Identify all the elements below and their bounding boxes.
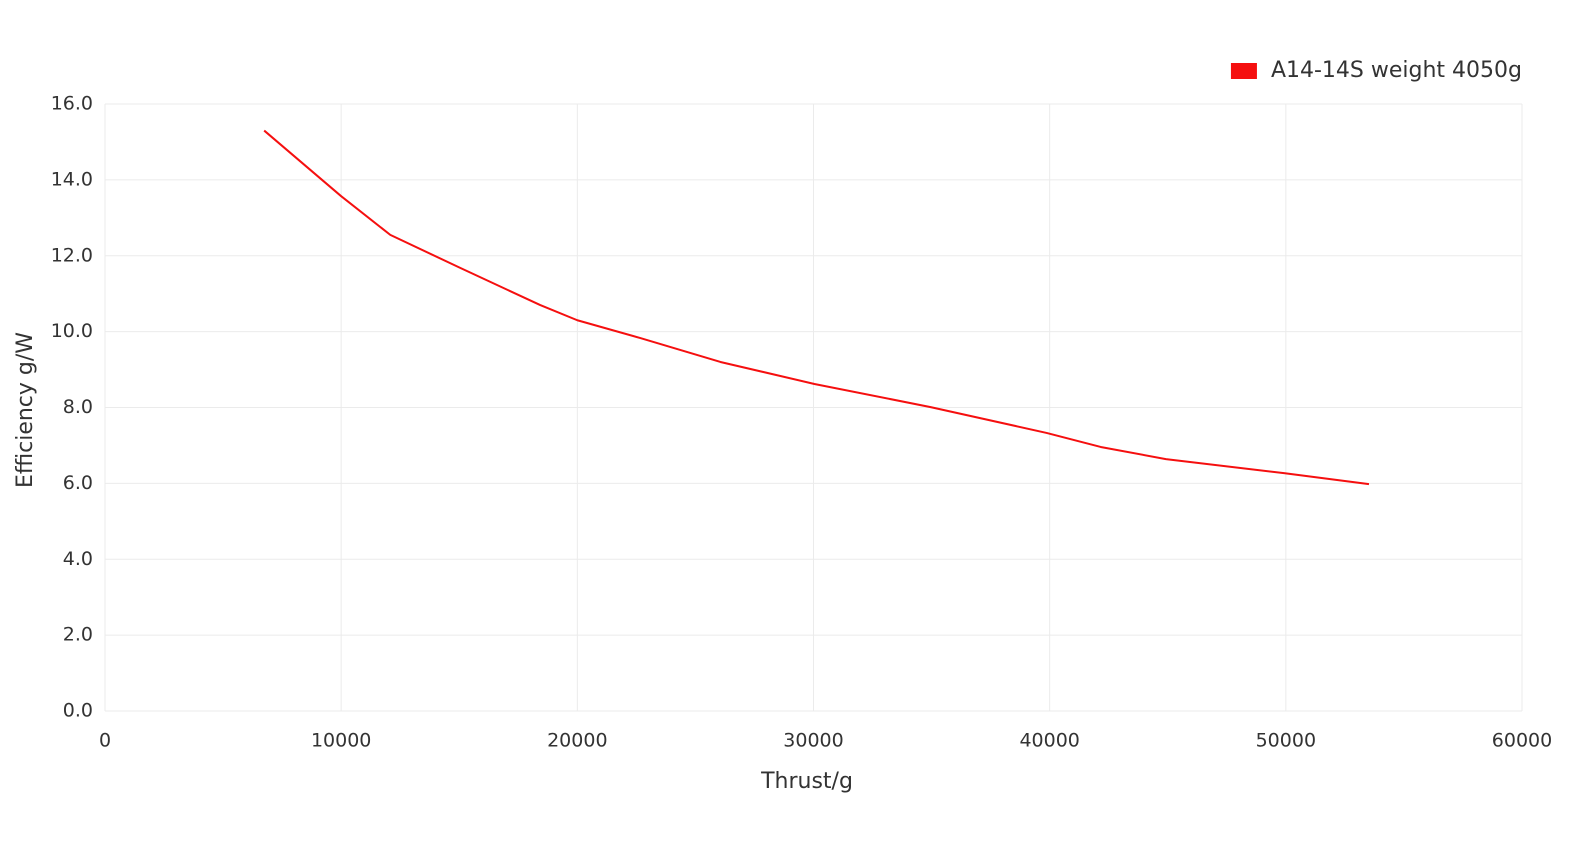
x-axis-title: Thrust/g — [760, 769, 853, 794]
x-tick-label: 0 — [99, 730, 111, 752]
y-tick-label: 12.0 — [51, 244, 93, 266]
x-tick-label: 50000 — [1256, 730, 1316, 752]
x-tick-label: 10000 — [311, 730, 371, 752]
y-tick-label: 14.0 — [51, 168, 93, 190]
legend-swatch — [1230, 63, 1257, 79]
x-tick-label: 40000 — [1019, 730, 1079, 752]
y-tick-label: 8.0 — [63, 396, 93, 418]
y-tick-label: 6.0 — [63, 472, 93, 494]
legend-label: A14-14S weight 4050g — [1271, 58, 1522, 83]
x-tick-label: 20000 — [547, 730, 607, 752]
y-axis-title: Efficiency g/W — [13, 332, 38, 488]
y-tick-label: 0.0 — [63, 700, 93, 722]
x-tick-label: 30000 — [783, 730, 843, 752]
y-tick-label: 2.0 — [63, 624, 93, 646]
y-tick-label: 16.0 — [51, 93, 93, 115]
x-tick-label: 60000 — [1492, 730, 1552, 752]
y-tick-label: 10.0 — [51, 320, 93, 342]
y-tick-label: 4.0 — [63, 548, 93, 570]
data-line — [263, 129, 1370, 486]
